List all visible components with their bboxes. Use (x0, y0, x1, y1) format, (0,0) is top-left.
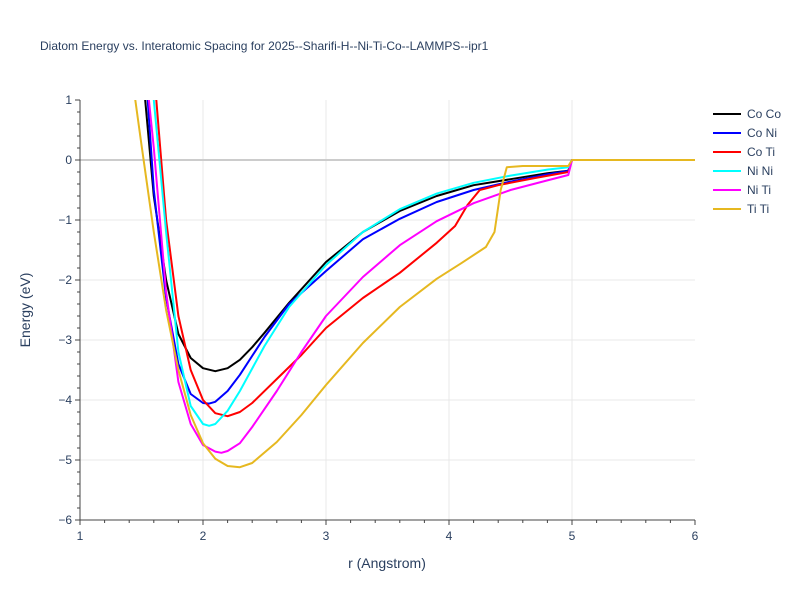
y-tick-label: 0 (65, 153, 72, 167)
y-tick-label: 1 (65, 93, 72, 107)
series-line-ni-ni (152, 100, 695, 427)
x-tick-label: 5 (569, 529, 576, 543)
x-axis-title: r (Angstrom) (348, 555, 426, 571)
series-line-ni-ti (147, 100, 695, 454)
x-tick-label: 1 (77, 529, 84, 543)
legend-item-co-co[interactable]: Co Co (713, 107, 781, 121)
legend-item-ti-ti[interactable]: Ti Ti (713, 202, 769, 216)
x-tick-label: 2 (200, 529, 207, 543)
y-axis-title: Energy (eV) (17, 273, 33, 348)
series-line-ti-ti (134, 100, 695, 469)
axes: 1 2 3 4 5 6 1 0 −1 −2 −3 −4 −5 −6 (58, 93, 698, 543)
y-tick-label: −5 (58, 453, 72, 467)
legend-label: Ni Ti (747, 183, 771, 197)
legend-label: Ti Ti (747, 202, 769, 216)
x-tick-label: 3 (323, 529, 330, 543)
y-tick-label: −3 (58, 333, 72, 347)
y-tick-label: −6 (58, 513, 72, 527)
y-tick-label: −4 (58, 393, 72, 407)
legend-item-co-ti[interactable]: Co Ti (713, 145, 775, 159)
y-tick-label: −2 (58, 273, 72, 287)
legend-label: Co Ni (747, 126, 777, 140)
legend[interactable]: Co Co Co Ni Co Ti Ni Ni Ni Ti Ti Ti (713, 107, 781, 216)
series-line-co-co (144, 100, 695, 373)
legend-item-co-ni[interactable]: Co Ni (713, 126, 777, 140)
legend-label: Co Ti (747, 145, 775, 159)
x-tick-label: 4 (446, 529, 453, 543)
x-tick-label: 6 (692, 529, 699, 543)
legend-item-ni-ni[interactable]: Ni Ni (713, 164, 773, 178)
y-tick-label: −1 (58, 213, 72, 227)
chart-title: Diatom Energy vs. Interatomic Spacing fo… (40, 39, 489, 53)
legend-label: Co Co (747, 107, 781, 121)
series-line-co-ti (155, 100, 695, 418)
series-line-co-ni (146, 100, 695, 405)
plot-area (134, 100, 695, 469)
legend-label: Ni Ni (747, 164, 773, 178)
legend-item-ni-ti[interactable]: Ni Ti (713, 183, 771, 197)
